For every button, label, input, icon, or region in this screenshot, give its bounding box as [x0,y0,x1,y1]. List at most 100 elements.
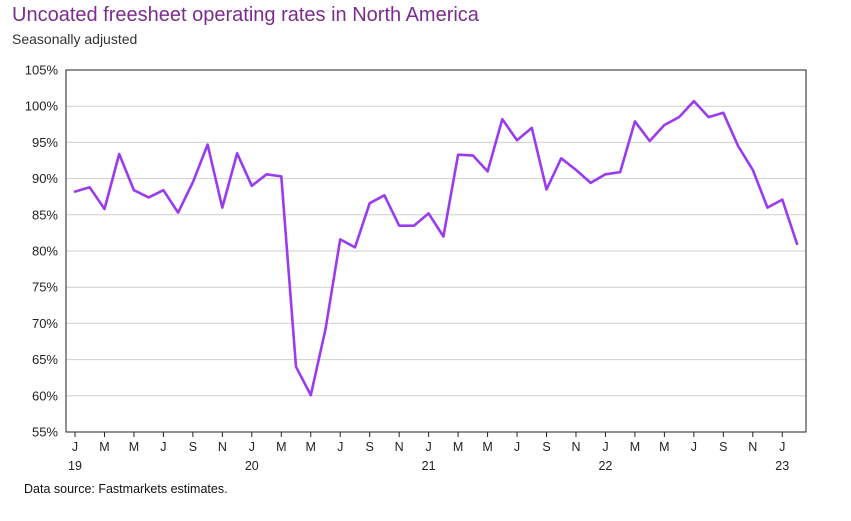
data-point [339,238,342,241]
data-point [707,115,710,118]
x-tick-label: N [218,440,227,454]
data-point [560,157,563,160]
data-point [663,123,666,126]
data-point [118,152,121,155]
data-point [604,173,607,176]
x-year-label: 23 [775,459,789,473]
x-tick-label: N [748,440,757,454]
data-point [736,144,739,147]
data-point [309,393,312,396]
y-tick-label: 75% [32,280,58,295]
data-point [442,235,445,238]
x-year-label: 21 [422,459,436,473]
gridlines [66,105,806,397]
x-tick-label: J [779,440,785,454]
plot-area-frame [65,69,807,433]
data-point [781,198,784,201]
x-tick-label: M [659,440,669,454]
y-tick-label: 100% [25,99,59,114]
data-point [692,100,695,103]
x-tick-label: M [453,440,463,454]
x-tick-label: J [72,440,78,454]
data-point [235,152,238,155]
data-point [678,115,681,118]
data-point [412,224,415,227]
data-point [191,181,194,184]
data-point [206,143,209,146]
y-tick-label: 80% [32,244,58,259]
data-point [132,189,135,192]
data-point [648,139,651,142]
x-tick-label: J [602,440,608,454]
y-tick-label: 60% [32,388,58,403]
data-point [103,207,106,210]
data-point [574,168,577,171]
y-tick-label: 85% [32,207,58,222]
x-axis-tick-labels: J M M J S N J M M J S N J M M J S N J M M J S N J 19 20 21 22 23 [68,440,789,473]
data-point [294,365,297,368]
data-point [177,211,180,214]
data-point [619,170,622,173]
data-point [722,111,725,114]
x-tick-label: S [189,440,197,454]
x-axis-ticks [74,432,783,437]
data-point [368,202,371,205]
series-layer [73,99,799,397]
data-point [795,242,798,245]
data-point [633,120,636,123]
data-point [427,212,430,215]
data-point [766,206,769,209]
data-point [398,224,401,227]
x-year-label: 20 [245,459,259,473]
data-point [545,188,548,191]
data-point [515,139,518,142]
x-tick-label: M [630,440,640,454]
data-point [147,196,150,199]
data-point [457,153,460,156]
y-axis-tick-labels: 55% 60% 65% 70% 75% 80% 85% 90% 95% 100% 105% [25,63,59,440]
y-tick-label: 95% [32,135,58,150]
x-tick-label: J [514,440,520,454]
data-point [751,168,754,171]
x-tick-label: M [306,440,316,454]
data-point [486,170,489,173]
x-tick-label: J [691,440,697,454]
y-tick-label: 65% [32,352,58,367]
data-point [250,184,253,187]
data-point [162,189,165,192]
x-tick-label: M [276,440,286,454]
y-tick-label: 70% [32,316,58,331]
data-point [73,190,76,193]
x-tick-label: S [366,440,374,454]
x-year-label: 22 [598,459,612,473]
data-point [353,246,356,249]
x-tick-label: J [160,440,166,454]
y-tick-label: 90% [32,171,58,186]
data-point [221,206,224,209]
x-tick-label: J [337,440,343,454]
x-year-label: 19 [68,459,82,473]
x-tick-label: N [571,440,580,454]
data-point [589,181,592,184]
x-tick-label: S [719,440,727,454]
x-tick-label: N [395,440,404,454]
chart-title: Uncoated freesheet operating rates in No… [12,4,479,26]
x-tick-label: J [249,440,255,454]
y-tick-label: 105% [25,63,59,78]
x-tick-label: J [426,440,432,454]
chart-subtitle: Seasonally adjusted [12,31,138,47]
x-tick-label: M [99,440,109,454]
data-point [383,194,386,197]
data-point [501,118,504,121]
data-source-note: Data source: Fastmarkets estimates. [24,482,228,496]
series-line [73,99,799,397]
data-point [265,173,268,176]
y-tick-label: 55% [32,425,58,440]
data-point [88,186,91,189]
x-tick-label: M [129,440,139,454]
data-point [530,126,533,129]
x-tick-label: M [482,440,492,454]
x-tick-label: S [542,440,550,454]
data-point [324,328,327,331]
